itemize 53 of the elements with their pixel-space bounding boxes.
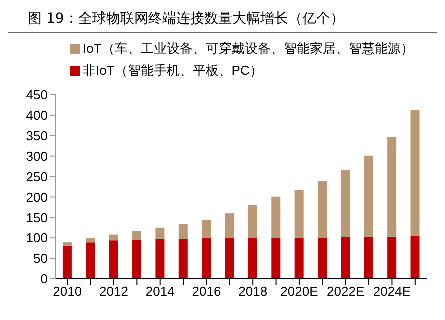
y-tick-label: 350 [26, 128, 48, 144]
bar [156, 228, 165, 239]
bar [318, 238, 328, 279]
bar [202, 220, 212, 239]
bar [248, 205, 258, 238]
bar [272, 238, 281, 279]
bar [341, 170, 350, 238]
y-tick-label: 150 [26, 210, 48, 226]
x-tick-label: 2010 [53, 284, 82, 300]
y-tick-label: 300 [26, 148, 48, 164]
y-tick-label: 400 [26, 108, 48, 124]
bar [178, 224, 188, 239]
bar [225, 214, 234, 238]
y-tick-label: 250 [26, 169, 48, 184]
bar [86, 238, 96, 243]
bar [132, 240, 142, 279]
x-tick-label: 2024E [373, 284, 412, 300]
x-tick-label: 2014 [146, 284, 175, 300]
y-tick-label: 100 [26, 230, 48, 246]
bar [272, 196, 281, 238]
bar [86, 242, 96, 279]
bar [109, 240, 118, 279]
y-tick-label: 50 [34, 251, 48, 266]
bar [62, 246, 72, 279]
legend-label: IoT（车、工业设备、可穿戴设备、智能家居、智慧能源） [83, 40, 414, 58]
bar [388, 137, 397, 237]
bar [109, 234, 118, 241]
x-tick-label: 2012 [100, 284, 128, 300]
bar [62, 242, 72, 246]
bar [364, 236, 374, 279]
y-tick-label: 0 [40, 272, 48, 287]
x-tick-label: 2018 [238, 284, 268, 300]
bar [410, 110, 420, 236]
x-tick-label: 2020E [280, 284, 319, 300]
bar [410, 236, 420, 279]
bar [225, 238, 234, 279]
bar [248, 238, 258, 279]
legend-label: 非IoT（智能手机、平板、PC） [83, 62, 263, 80]
bar [318, 181, 328, 238]
bar [202, 238, 212, 279]
bar [132, 231, 142, 240]
y-tick-label: 200 [26, 190, 48, 205]
chart-title: 图 19：全球物联网终端连接数量大幅增长（亿个） [8, 8, 437, 33]
bar [156, 238, 165, 279]
bar [341, 237, 350, 279]
bar [294, 190, 304, 238]
bar [294, 238, 304, 279]
y-tick-label: 450 [26, 88, 48, 103]
x-tick-label: 2016 [192, 284, 222, 300]
bar [364, 156, 374, 237]
bar [388, 236, 397, 279]
x-tick-label: 2022E [327, 284, 365, 300]
bar [178, 238, 188, 279]
